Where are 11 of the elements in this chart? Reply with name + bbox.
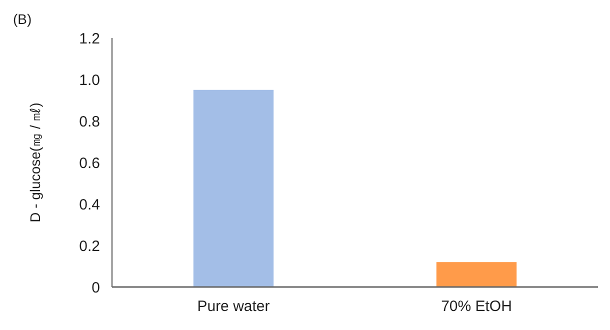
y-tick-label: 1.2 <box>79 30 100 48</box>
y-tick-label: 0.8 <box>79 113 100 130</box>
x-tick-label: 70% EtOH <box>441 298 512 315</box>
y-tick-label: 0 <box>92 279 100 296</box>
text: (B) <box>13 11 32 27</box>
y-tick-label: 0.2 <box>79 238 100 255</box>
y-tick-label: 0.6 <box>79 154 100 172</box>
y-axis-title: D - glucose(㎎ / ㎖) <box>27 102 43 222</box>
y-tick-label: 0.4 <box>79 196 100 214</box>
x-tick-label: Pure water <box>197 298 270 315</box>
y-tick-label: 1.0 <box>79 72 100 89</box>
